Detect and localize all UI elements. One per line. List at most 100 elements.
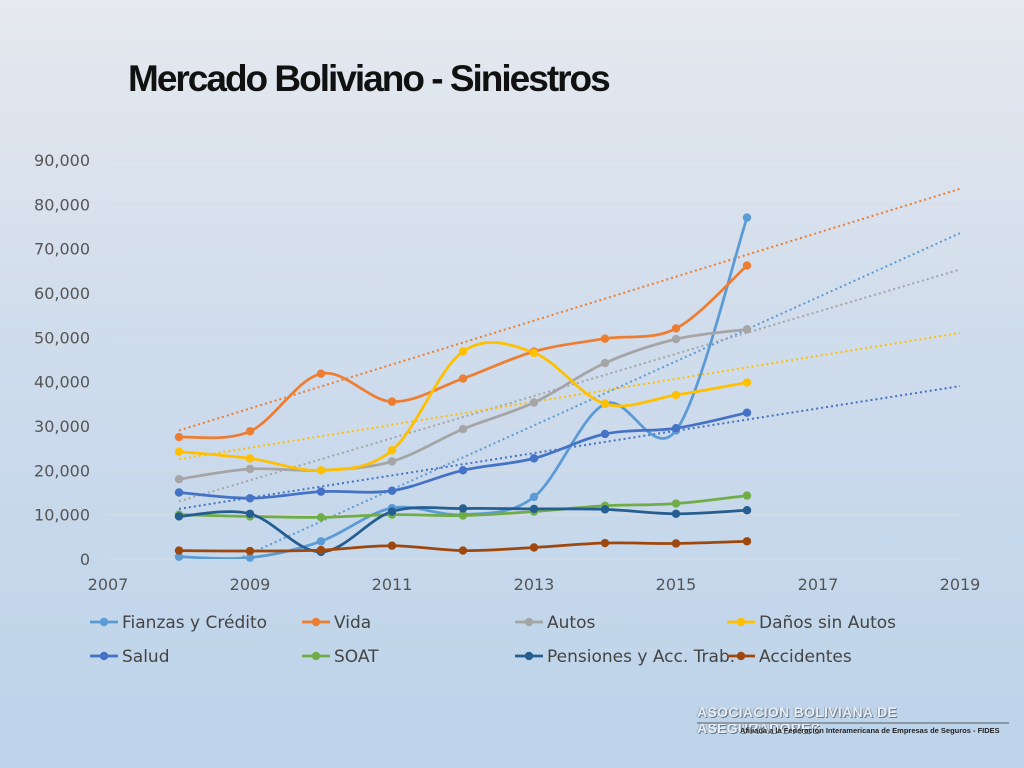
data-point [530, 349, 538, 357]
data-point [459, 504, 467, 512]
legend-item: Pensiones y Acc. Trab. [515, 647, 735, 667]
data-point [459, 374, 467, 382]
y-tick-label: 0 [80, 550, 90, 569]
legend-item: Vida [302, 613, 371, 633]
data-point [175, 546, 183, 554]
legend-swatch-marker [525, 618, 533, 626]
legend-item: Accidentes [727, 647, 852, 667]
y-tick-label: 80,000 [34, 195, 90, 214]
y-tick-label: 70,000 [34, 240, 90, 259]
x-tick-label: 2013 [514, 575, 555, 594]
data-point [530, 543, 538, 551]
legend-swatch-marker [312, 652, 320, 660]
data-point [743, 213, 751, 221]
data-point [601, 505, 609, 513]
x-tick-label: 2007 [88, 575, 129, 594]
data-point [743, 537, 751, 545]
y-axis-ticks: 0 10,000 20,000 30,000 40,000 50,000 60,000 70,… [34, 151, 90, 569]
y-tick-label: 10,000 [34, 506, 90, 525]
data-point [317, 537, 325, 545]
data-point [530, 493, 538, 501]
x-tick-label: 2011 [372, 575, 413, 594]
data-point [317, 466, 325, 474]
legend-item: SOAT [302, 647, 379, 667]
data-point [459, 466, 467, 474]
data-point [175, 433, 183, 441]
data-point [246, 494, 254, 502]
data-point [246, 427, 254, 435]
trendline [179, 233, 960, 585]
legend-label: Salud [122, 647, 170, 667]
legend-swatch-marker [737, 652, 745, 660]
data-point [246, 454, 254, 462]
data-point [317, 487, 325, 495]
y-tick-label: 30,000 [34, 417, 90, 436]
data-point [743, 506, 751, 514]
data-point [601, 400, 609, 408]
data-point [246, 510, 254, 518]
data-point [175, 448, 183, 456]
data-point [175, 475, 183, 483]
legend-swatch-marker [737, 618, 745, 626]
data-point [459, 347, 467, 355]
legend-label: Accidentes [759, 647, 852, 667]
data-point [317, 546, 325, 554]
legend-label: Pensiones y Acc. Trab. [547, 647, 735, 667]
data-point [672, 391, 680, 399]
y-tick-label: 90,000 [34, 151, 90, 170]
legend-label: SOAT [334, 647, 379, 667]
data-point [601, 359, 609, 367]
y-tick-label: 60,000 [34, 284, 90, 303]
legend-swatch-marker [525, 652, 533, 660]
data-point [601, 539, 609, 547]
data-point [743, 409, 751, 417]
data-point [672, 510, 680, 518]
legend-item: Autos [515, 613, 595, 633]
data-point [743, 491, 751, 499]
footer-divider [697, 722, 1009, 724]
chart-legend: Fianzas y Crédito Vida Autos Daños sin Auto… [90, 613, 896, 667]
data-point [388, 457, 396, 465]
data-point [317, 369, 325, 377]
series-points [175, 213, 751, 561]
data-point [317, 513, 325, 521]
data-point [388, 507, 396, 515]
y-tick-label: 50,000 [34, 328, 90, 347]
data-point [246, 465, 254, 473]
data-point [672, 539, 680, 547]
data-point [601, 334, 609, 342]
x-tick-label: 2017 [798, 575, 839, 594]
legend-label: Daños sin Autos [759, 613, 896, 633]
legend-swatch-marker [312, 618, 320, 626]
data-point [672, 424, 680, 432]
footer-affiliation: Afiliada a la Federación Interamericana … [740, 726, 1000, 735]
data-point [388, 446, 396, 454]
legend-label: Autos [547, 613, 595, 633]
y-tick-label: 40,000 [34, 373, 90, 392]
x-tick-label: 2019 [940, 575, 981, 594]
data-point [388, 542, 396, 550]
data-point [246, 547, 254, 555]
legend-label: Fianzas y Crédito [122, 613, 267, 633]
data-point [530, 454, 538, 462]
legend-swatch-marker [100, 652, 108, 660]
legend-label: Vida [334, 613, 371, 633]
x-tick-label: 2009 [230, 575, 271, 594]
data-point [672, 335, 680, 343]
legend-item: Fianzas y Crédito [90, 613, 267, 633]
data-point [175, 512, 183, 520]
data-point [388, 397, 396, 405]
x-axis-ticks: 2007 2009 2011 2013 2015 2017 2019 [88, 575, 981, 594]
data-point [459, 546, 467, 554]
legend-swatch-marker [100, 618, 108, 626]
x-tick-label: 2015 [656, 575, 697, 594]
trendline [179, 333, 960, 459]
data-point [530, 398, 538, 406]
data-point [672, 499, 680, 507]
legend-item: Salud [90, 647, 170, 667]
data-point [530, 505, 538, 513]
trendline [179, 189, 960, 431]
data-point [459, 425, 467, 433]
data-point [388, 487, 396, 495]
